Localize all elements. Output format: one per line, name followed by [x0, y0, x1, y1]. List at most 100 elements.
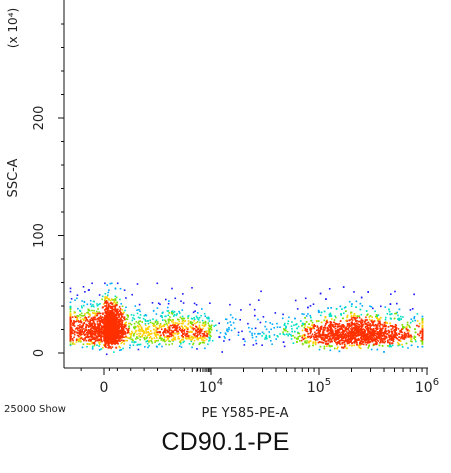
scatter-point [91, 334, 93, 337]
scatter-point [92, 328, 95, 330]
scatter-point [407, 336, 409, 338]
scatter-point [196, 337, 199, 339]
scatter-point [311, 327, 314, 329]
scatter-point [110, 321, 112, 323]
scatter-point [323, 345, 326, 348]
scatter-point [208, 331, 211, 334]
scatter-point [150, 340, 153, 343]
scatter-point [386, 337, 388, 339]
scatter-point [301, 322, 304, 325]
scatter-point [159, 315, 162, 317]
scatter-point [188, 334, 191, 337]
scatter-point [353, 332, 355, 334]
scatter-point [101, 321, 104, 324]
scatter-point [108, 336, 111, 339]
scatter-point [234, 327, 236, 330]
scatter-point [95, 335, 98, 337]
scatter-point [319, 335, 321, 338]
scatter-point [345, 334, 348, 336]
scatter-point [88, 330, 91, 333]
scatter-point [116, 325, 119, 327]
scatter-point [105, 308, 107, 310]
scatter-point [181, 315, 184, 318]
scatter-point [72, 329, 75, 332]
scatter-point [196, 312, 199, 314]
scatter-point [314, 342, 317, 345]
scatter-point [294, 299, 297, 302]
scatter-point [230, 329, 233, 332]
scatter-point [195, 330, 197, 332]
scatter-point [114, 338, 116, 340]
scatter-point [105, 316, 107, 318]
scatter-point [327, 339, 330, 341]
scatter-point [181, 327, 184, 329]
scatter-point [391, 333, 393, 335]
scatter-point [90, 336, 92, 338]
scatter-point [367, 324, 370, 326]
scatter-point [93, 323, 96, 325]
scatter-point [112, 319, 115, 321]
scatter-point [320, 334, 322, 337]
scatter-point [345, 339, 347, 342]
scatter-point [86, 319, 89, 321]
scatter-point [357, 337, 360, 340]
scatter-point [111, 308, 114, 311]
scatter-point [342, 337, 344, 339]
scatter-point [119, 308, 122, 310]
scatter-point [384, 340, 386, 343]
scatter-point [347, 338, 349, 341]
scatter-point [357, 333, 360, 335]
scatter-point [97, 338, 100, 341]
scatter-point [401, 331, 403, 334]
scatter-point [336, 347, 338, 350]
scatter-point [364, 341, 367, 344]
scatter-point [193, 334, 196, 337]
scatter-point [133, 327, 135, 329]
scatter-point [380, 305, 382, 308]
scatter-point [363, 332, 366, 335]
scatter-point [350, 333, 353, 335]
scatter-point [137, 316, 140, 319]
scatter-point [251, 334, 253, 337]
scatter-point [394, 312, 396, 315]
scatter-point [368, 335, 371, 338]
scatter-point [398, 336, 400, 338]
scatter-point [132, 333, 135, 336]
scatter-point [333, 338, 336, 340]
scatter-point [332, 333, 334, 335]
scatter-point [343, 307, 346, 309]
scatter-point [71, 328, 73, 330]
scatter-point [139, 314, 142, 316]
scatter-point [116, 334, 118, 336]
scatter-point [304, 341, 306, 344]
scatter-point [86, 333, 89, 336]
scatter-point [406, 321, 409, 324]
scatter-point [135, 336, 138, 339]
scatter-point [381, 339, 384, 341]
scatter-point [306, 326, 309, 328]
scatter-point [149, 321, 152, 324]
scatter-point [356, 331, 359, 333]
scatter-point [110, 307, 112, 310]
scatter-point [190, 340, 193, 343]
scatter-point [168, 340, 170, 342]
scatter-point [378, 337, 380, 339]
scatter-point [122, 339, 125, 342]
scatter-point [187, 331, 189, 333]
scatter-point [255, 336, 258, 338]
scatter-point [259, 321, 262, 324]
scatter-point [312, 344, 314, 347]
scatter-point [156, 331, 158, 334]
scatter-point [360, 330, 363, 332]
scatter-point [124, 331, 126, 333]
scatter-point [107, 309, 110, 311]
scatter-point [358, 316, 361, 319]
scatter-point [254, 314, 256, 317]
scatter-point [365, 323, 367, 325]
scatter-point [409, 309, 412, 311]
scatter-point [87, 308, 89, 311]
scatter-point [202, 335, 204, 338]
scatter-point [351, 329, 353, 331]
scatter-point [402, 316, 404, 318]
scatter-point [125, 306, 127, 309]
